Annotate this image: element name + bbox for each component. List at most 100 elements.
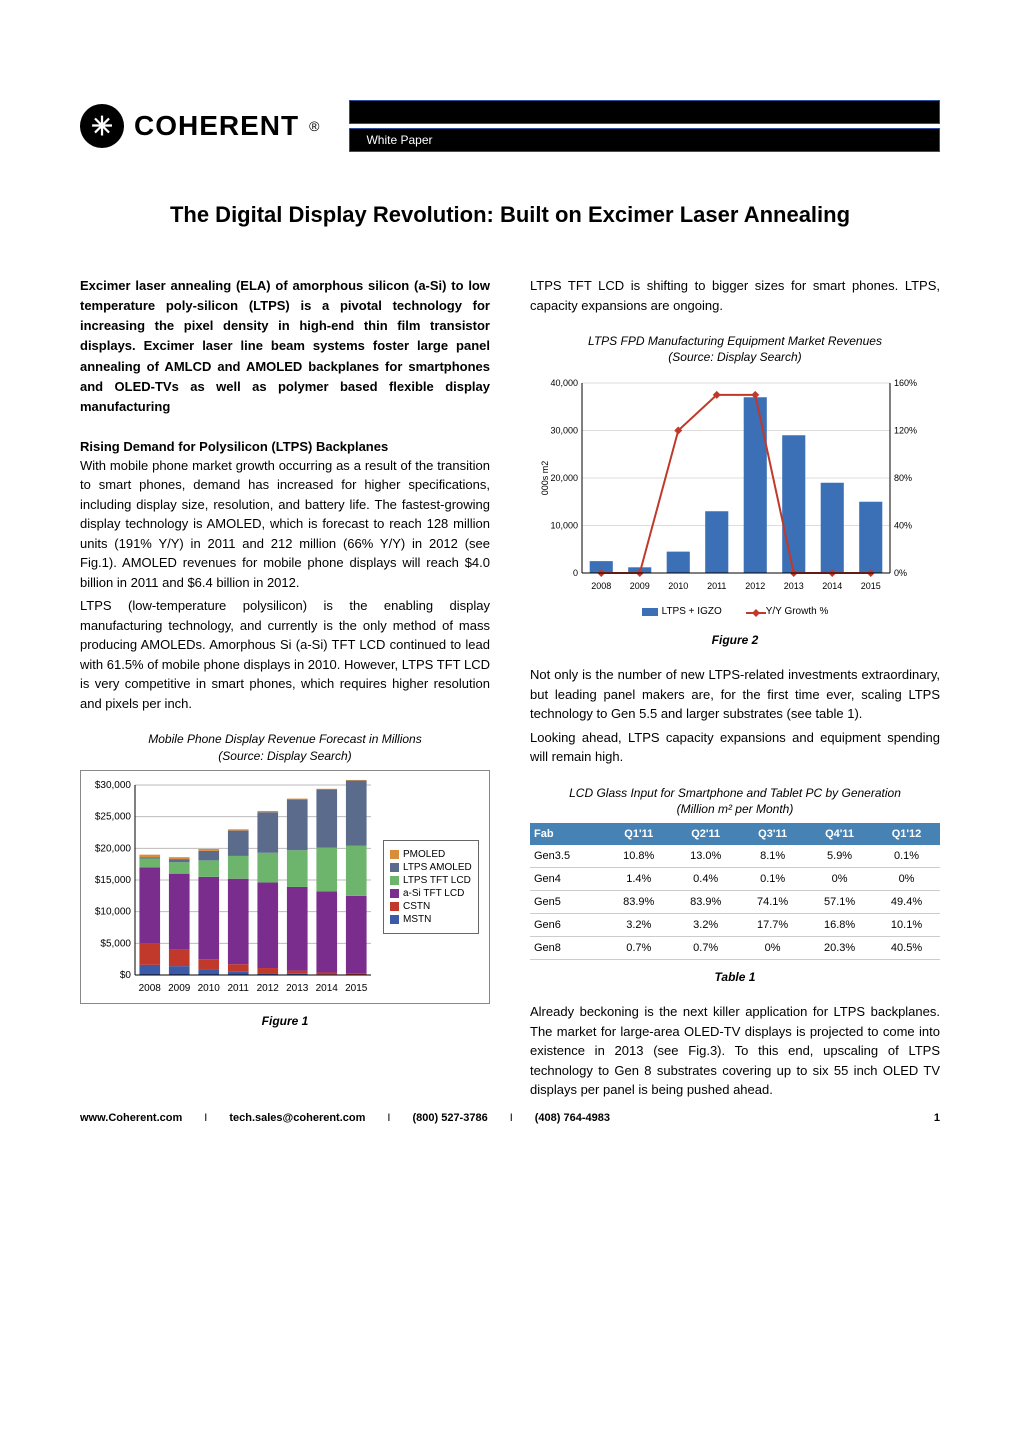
legend-swatch-icon bbox=[390, 889, 399, 898]
table-cell: 5.9% bbox=[806, 845, 873, 868]
legend-item: Y/Y Growth % bbox=[746, 606, 829, 617]
two-column-layout: Excimer laser annealing (ELA) of amorpho… bbox=[80, 276, 940, 1104]
svg-text:2012: 2012 bbox=[745, 581, 765, 591]
legend-item: PMOLED bbox=[390, 849, 472, 860]
table-row: Gen3.510.8%13.0%8.1%5.9%0.1% bbox=[530, 845, 940, 868]
table-header-cell: Q4'11 bbox=[806, 823, 873, 845]
svg-text:2013: 2013 bbox=[784, 581, 804, 591]
page-title: The Digital Display Revolution: Built on… bbox=[80, 202, 940, 228]
svg-text:20,000: 20,000 bbox=[550, 473, 578, 483]
svg-text:2008: 2008 bbox=[139, 983, 162, 994]
footer-email: tech.sales@coherent.com bbox=[229, 1112, 365, 1124]
svg-text:2010: 2010 bbox=[668, 581, 688, 591]
svg-text:2015: 2015 bbox=[345, 983, 368, 994]
table-cell: 83.9% bbox=[672, 891, 739, 914]
legend-label: MSTN bbox=[403, 914, 431, 925]
table-row: Gen80.7%0.7%0%20.3%40.5% bbox=[530, 937, 940, 960]
svg-text:2009: 2009 bbox=[168, 983, 191, 994]
svg-text:2010: 2010 bbox=[198, 983, 221, 994]
table-cell: Gen4 bbox=[530, 868, 605, 891]
table-cell: 3.2% bbox=[672, 914, 739, 937]
legend-item: LTPS AMOLED bbox=[390, 862, 472, 873]
footer-separator: I bbox=[204, 1112, 207, 1124]
svg-text:2013: 2013 bbox=[286, 983, 309, 994]
figure1-caption: Figure 1 bbox=[80, 1014, 490, 1028]
page-number: 1 bbox=[934, 1112, 940, 1124]
page-footer: www.Coherent.com I tech.sales@coherent.c… bbox=[80, 1112, 940, 1124]
svg-text:$15,000: $15,000 bbox=[95, 875, 132, 886]
table-cell: 0.7% bbox=[605, 937, 672, 960]
legend-label: CSTN bbox=[403, 901, 430, 912]
svg-text:160%: 160% bbox=[894, 378, 917, 388]
svg-text:000s m2: 000s m2 bbox=[540, 461, 550, 496]
legend-swatch-icon bbox=[390, 902, 399, 911]
table-cell: Gen3.5 bbox=[530, 845, 605, 868]
legend-label: LTPS TFT LCD bbox=[403, 875, 471, 886]
svg-text:2009: 2009 bbox=[630, 581, 650, 591]
table-cell: 10.8% bbox=[605, 845, 672, 868]
abstract-text: Excimer laser annealing (ELA) of amorpho… bbox=[80, 276, 490, 417]
table-cell: 13.0% bbox=[672, 845, 739, 868]
svg-text:2015: 2015 bbox=[861, 581, 881, 591]
legend-swatch-icon bbox=[390, 863, 399, 872]
legend-swatch-icon bbox=[390, 915, 399, 924]
body-paragraph: Looking ahead, LTPS capacity expansions … bbox=[530, 728, 940, 767]
table-cell: 1.4% bbox=[605, 868, 672, 891]
svg-text:80%: 80% bbox=[894, 473, 912, 483]
legend-item: MSTN bbox=[390, 914, 472, 925]
legend-label: LTPS AMOLED bbox=[403, 862, 472, 873]
table-row: Gen583.9%83.9%74.1%57.1%49.4% bbox=[530, 891, 940, 914]
table-cell: 0.7% bbox=[672, 937, 739, 960]
legend-item: LTPS + IGZO bbox=[642, 606, 722, 617]
svg-text:$20,000: $20,000 bbox=[95, 843, 132, 854]
table-cell: Gen8 bbox=[530, 937, 605, 960]
svg-text:2008: 2008 bbox=[591, 581, 611, 591]
legend-swatch-icon bbox=[390, 850, 399, 859]
svg-text:0: 0 bbox=[573, 568, 578, 578]
svg-text:2011: 2011 bbox=[227, 983, 249, 994]
body-paragraph: Not only is the number of new LTPS-relat… bbox=[530, 665, 940, 724]
figure2-legend: LTPS + IGZO Y/Y Growth % bbox=[534, 604, 936, 619]
figure2-chart: 010,00020,00030,00040,0000%40%80%120%160… bbox=[530, 371, 940, 623]
table1: FabQ1'11Q2'11Q3'11Q4'11Q1'12Gen3.510.8%1… bbox=[530, 823, 940, 960]
table-cell: Gen6 bbox=[530, 914, 605, 937]
table1-caption: Table 1 bbox=[530, 970, 940, 984]
body-paragraph: With mobile phone market growth occurrin… bbox=[80, 456, 490, 593]
svg-text:40,000: 40,000 bbox=[550, 378, 578, 388]
table-cell: 10.1% bbox=[873, 914, 940, 937]
figure2-svg: 010,00020,00030,00040,0000%40%80%120%160… bbox=[534, 375, 934, 595]
svg-text:30,000: 30,000 bbox=[550, 426, 578, 436]
header-banner: White Paper bbox=[349, 100, 940, 152]
table-cell: 0% bbox=[873, 868, 940, 891]
footer-phone: (408) 764-4983 bbox=[535, 1112, 610, 1124]
left-column: Excimer laser annealing (ELA) of amorpho… bbox=[80, 276, 490, 1104]
svg-text:2011: 2011 bbox=[707, 581, 726, 591]
brand-logo: ✳ COHERENT® bbox=[80, 104, 319, 148]
table-header-cell: Q1'12 bbox=[873, 823, 940, 845]
table-row: Gen41.4%0.4%0.1%0%0% bbox=[530, 868, 940, 891]
table-cell: 74.1% bbox=[739, 891, 806, 914]
body-paragraph: LTPS (low-temperature polysilicon) is th… bbox=[80, 596, 490, 713]
body-paragraph: Already beckoning is the next killer app… bbox=[530, 1002, 940, 1100]
svg-text:$0: $0 bbox=[120, 970, 132, 981]
legend-item: a-Si TFT LCD bbox=[390, 888, 472, 899]
table-header-cell: Fab bbox=[530, 823, 605, 845]
legend-swatch-icon bbox=[642, 608, 658, 616]
table-header-cell: Q1'11 bbox=[605, 823, 672, 845]
figure1-title: Mobile Phone Display Revenue Forecast in… bbox=[80, 731, 490, 763]
footer-separator: I bbox=[387, 1112, 390, 1124]
logo-mark-icon: ✳ bbox=[80, 104, 124, 148]
banner-label: White Paper bbox=[358, 131, 440, 149]
svg-text:2012: 2012 bbox=[257, 983, 280, 994]
table-cell: 40.5% bbox=[873, 937, 940, 960]
svg-text:2014: 2014 bbox=[316, 983, 339, 994]
table-cell: Gen5 bbox=[530, 891, 605, 914]
svg-text:120%: 120% bbox=[894, 426, 917, 436]
svg-text:2014: 2014 bbox=[822, 581, 842, 591]
legend-label: PMOLED bbox=[403, 849, 445, 860]
table-cell: 3.2% bbox=[605, 914, 672, 937]
body-paragraph: LTPS TFT LCD is shifting to bigger sizes… bbox=[530, 276, 940, 315]
table-cell: 0.1% bbox=[739, 868, 806, 891]
legend-label: a-Si TFT LCD bbox=[403, 888, 464, 899]
footer-phone: (800) 527-3786 bbox=[412, 1112, 487, 1124]
